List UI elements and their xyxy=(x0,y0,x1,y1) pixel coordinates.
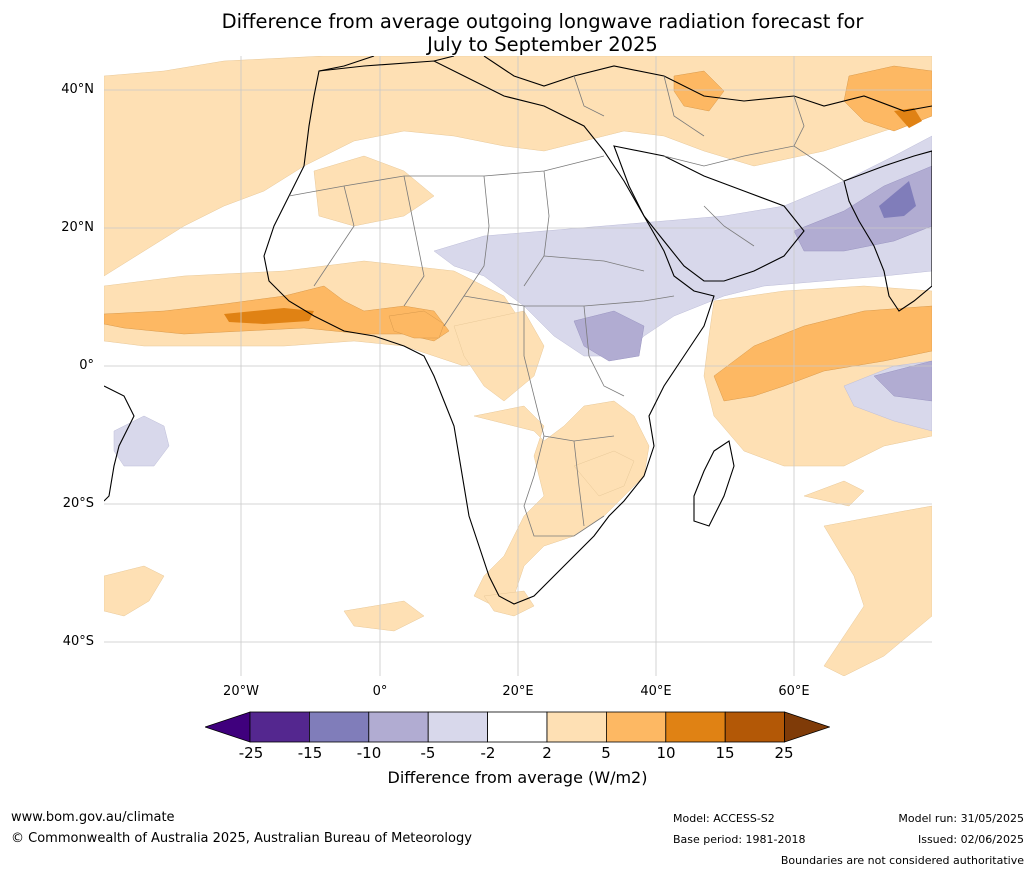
graticule xyxy=(104,56,932,676)
lon-label-60e: 60°E xyxy=(778,684,810,699)
anomaly-minus-5-to-minus-10-areas xyxy=(573,165,932,402)
anomaly-minus-10-to-minus-15-areas xyxy=(879,181,916,218)
colorbar-tick: 15 xyxy=(715,744,735,762)
colorbar-tick: -2 xyxy=(480,744,496,762)
lat-label-20s: 20°S xyxy=(62,496,94,511)
colorbar-tick: -10 xyxy=(356,744,382,762)
footer-copyright: © Commonwealth of Australia 2025, Austra… xyxy=(11,831,472,846)
colorbar-segment xyxy=(487,711,548,743)
colorbar xyxy=(205,711,830,743)
lon-label-0: 0° xyxy=(372,684,388,699)
colorbar-tick: -15 xyxy=(297,744,323,762)
footer-model-run: Model run: 31/05/2025 xyxy=(898,812,1024,825)
title-line-2: July to September 2025 xyxy=(427,33,658,56)
colorbar-tick: -25 xyxy=(238,744,264,762)
lat-label-40n: 40°N xyxy=(61,82,94,97)
colorbar-tick: 25 xyxy=(774,744,794,762)
lon-label-20w: 20°W xyxy=(223,684,259,699)
chart-title: Difference from average outgoing longwav… xyxy=(0,10,1035,56)
anomaly-10-to-15-areas xyxy=(224,108,922,324)
colorbar-extend-low xyxy=(205,711,251,743)
colorbar-tick: -5 xyxy=(420,744,436,762)
colorbar-segment xyxy=(309,711,370,743)
colorbar-tick: 5 xyxy=(601,744,611,762)
colorbar-segment xyxy=(249,711,310,743)
colorbar-tick: 2 xyxy=(542,744,552,762)
footer-base-period: Base period: 1981-2018 xyxy=(673,833,806,846)
country-borders xyxy=(288,75,845,537)
lat-label-40s: 40°S xyxy=(62,634,94,649)
colorbar-segment xyxy=(368,711,429,743)
olr-anomaly-map xyxy=(104,56,932,676)
lon-label-40e: 40°E xyxy=(640,684,672,699)
colorbar-segment xyxy=(605,711,667,743)
lat-label-20n: 20°N xyxy=(61,220,94,235)
coastlines xyxy=(104,56,932,605)
footer-website: www.bom.gov.au/climate xyxy=(11,810,175,825)
colorbar-tick: 10 xyxy=(656,744,676,762)
footer-issued: Issued: 02/06/2025 xyxy=(917,833,1024,846)
footer-model: Model: ACCESS-S2 xyxy=(673,812,775,825)
lon-label-20e: 20°E xyxy=(502,684,534,699)
colorbar-segment xyxy=(546,711,607,743)
lat-label-0: 0° xyxy=(79,358,94,373)
title-line-1: Difference from average outgoing longwav… xyxy=(221,10,864,33)
colorbar-segment xyxy=(724,711,786,743)
colorbar-segment xyxy=(427,711,488,743)
colorbar-title: Difference from average (W/m2) xyxy=(387,768,648,787)
footer-disclaimer: Boundaries are not considered authoritat… xyxy=(780,854,1024,867)
colorbar-segment xyxy=(665,711,726,743)
colorbar-extend-high xyxy=(784,711,830,743)
